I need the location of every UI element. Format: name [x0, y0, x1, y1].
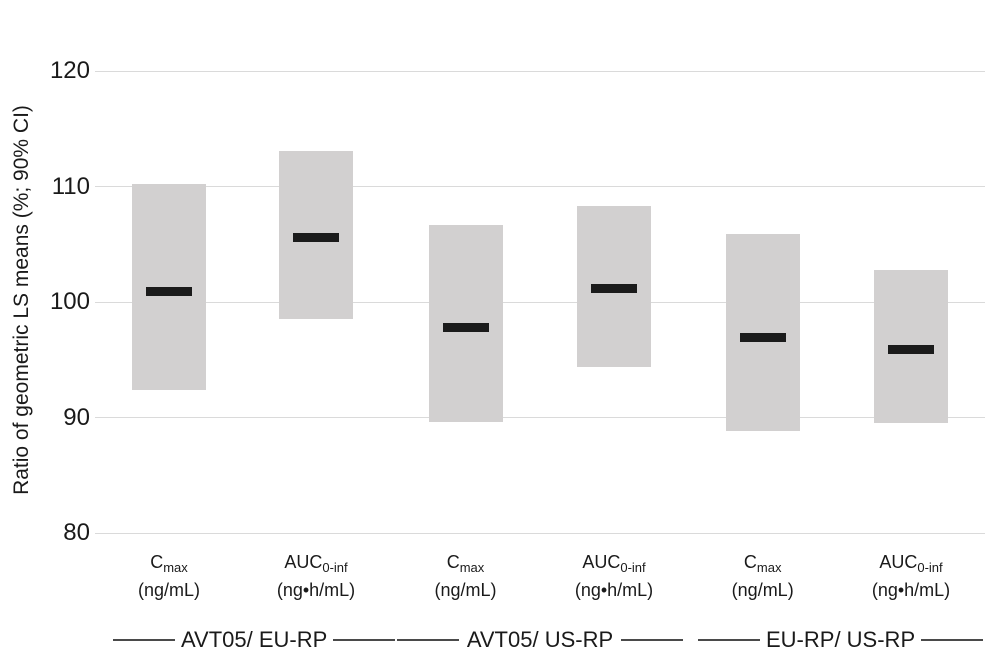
parameter-name: Cmax	[743, 552, 782, 575]
comparison-group: AVT05/ US-RP	[397, 625, 683, 655]
comparison-group: EU-RP/ US-RP	[698, 625, 984, 655]
parameter-name: AUC0-inf	[879, 552, 943, 575]
gridline-120	[95, 70, 985, 72]
point-estimate-marker	[888, 344, 934, 354]
point-estimate-marker	[442, 322, 489, 332]
y-tick-label-100: 100	[49, 288, 90, 315]
y-tick-label-90: 90	[63, 403, 90, 431]
group-rule-left	[698, 639, 760, 641]
y-tick-label-110: 110	[51, 172, 90, 200]
group-rule-right	[621, 639, 683, 641]
parameter-name: AUC0-inf	[582, 552, 646, 575]
gridline-100	[95, 301, 985, 303]
group-rule-left	[397, 639, 459, 641]
ci-bar	[132, 184, 206, 390]
group-rule-right	[333, 639, 396, 641]
category-label: AUC0-inf (ng•h/mL)	[236, 551, 396, 601]
parameter-unit: (ng/mL)	[434, 580, 497, 600]
point-estimate-marker	[591, 283, 637, 293]
group-rule-right	[921, 639, 984, 641]
group-label: AVT05/ US-RP	[466, 627, 614, 652]
gridline-110	[95, 186, 985, 187]
category-label: Cmax (ng/mL)	[683, 551, 843, 601]
parameter-unit: (ng•h/mL)	[574, 580, 654, 600]
gridline-80	[95, 532, 985, 534]
parameter-unit: (ng/mL)	[731, 580, 794, 600]
group-label: EU-RP/ US-RP	[766, 627, 916, 652]
parameter-name: Cmax	[446, 552, 485, 575]
parameter-name: AUC0-inf	[284, 552, 348, 575]
parameter-unit: (ng/mL)	[137, 580, 200, 600]
parameter-name: Cmax	[150, 552, 188, 575]
point-estimate-marker	[146, 287, 192, 297]
y-tick-label-120: 120	[49, 57, 90, 84]
category-label: AUC0-inf (ng•h/mL)	[831, 551, 991, 601]
point-estimate-marker	[293, 232, 339, 242]
category-label: Cmax (ng/mL)	[89, 551, 249, 601]
comparison-group: AVT05/ EU-RP	[113, 625, 396, 655]
group-rule-left	[113, 639, 175, 641]
gridline-90	[95, 417, 985, 418]
category-label: AUC0-inf (ng•h/mL)	[534, 551, 694, 601]
parameter-unit: (ng•h/mL)	[276, 580, 356, 600]
point-estimate-marker	[739, 333, 786, 343]
category-label: Cmax (ng/mL)	[386, 551, 546, 601]
ci-bar	[725, 233, 800, 432]
group-label: AVT05/ EU-RP	[181, 627, 328, 652]
parameter-unit: (ng•h/mL)	[871, 580, 951, 600]
y-tick-label-80: 80	[63, 519, 90, 546]
